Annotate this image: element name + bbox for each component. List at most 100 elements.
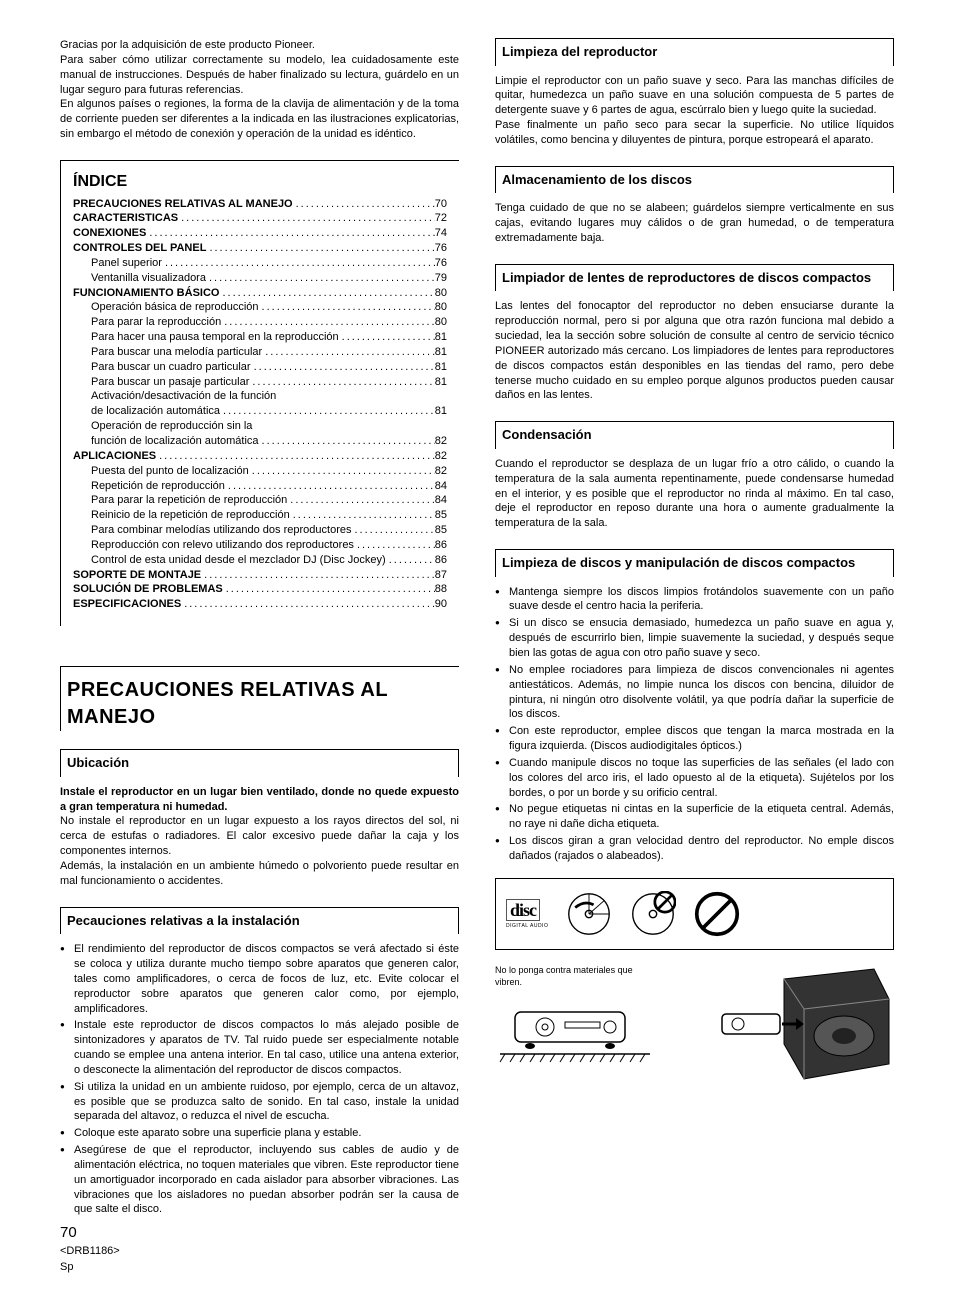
intro-para-2: Para saber cómo utilizar correctamente s… bbox=[60, 53, 459, 98]
toc-label: Para buscar una melodía particular bbox=[91, 345, 262, 360]
toc-row: FUNCIONAMIENTO BÁSICO80 bbox=[73, 286, 447, 301]
toc-row: Reinicio de la repetición de reproducció… bbox=[73, 508, 447, 523]
intro-block: Gracias por la adquisición de este produ… bbox=[60, 38, 459, 142]
toc-page: 74 bbox=[435, 226, 447, 241]
toc-page: 81 bbox=[435, 375, 447, 390]
list-item: Coloque este aparato sobre una superfici… bbox=[60, 1126, 459, 1141]
toc-dots bbox=[249, 464, 435, 479]
ubicacion-body: Instale el reproductor en un lugar bien … bbox=[60, 785, 459, 889]
toc-label: Control de esta unidad desde el mezclado… bbox=[91, 553, 386, 568]
toc-dots bbox=[206, 241, 434, 256]
toc-label: CONEXIONES bbox=[73, 226, 146, 241]
toc-page: 86 bbox=[435, 538, 447, 553]
limpieza-head: Limpieza del reproductor bbox=[495, 38, 894, 66]
lentes-body: Las lentes del fonocaptor del reproducto… bbox=[495, 299, 894, 403]
list-item: No emplee rociadores para limpieza de di… bbox=[495, 663, 894, 722]
disc-illustration-box: disc DIGITAL AUDIO bbox=[495, 878, 894, 950]
toc-label: Operación básica de reproducción bbox=[91, 300, 259, 315]
toc-row: APLICACIONES82 bbox=[73, 449, 447, 464]
toc-row: PRECAUCIONES RELATIVAS AL MANEJO70 bbox=[73, 197, 447, 212]
toc-page: 80 bbox=[435, 300, 447, 315]
player-shelf-icon bbox=[495, 994, 655, 1074]
toc-row: función de localización automática 82 bbox=[73, 434, 447, 449]
speaker-vibration-icon bbox=[714, 964, 894, 1084]
toc-label: función de localización automática bbox=[91, 434, 259, 449]
toc-dots bbox=[219, 286, 434, 301]
right-column: Limpieza del reproductor Limpie el repro… bbox=[495, 38, 894, 1275]
ubicacion-head: Ubicación bbox=[60, 749, 459, 777]
toc-dots bbox=[262, 345, 435, 360]
toc-row: Repetición de reproducción84 bbox=[73, 479, 447, 494]
limpieza-p2: Pase finalmente un paño seco para secar … bbox=[495, 119, 894, 146]
toc-page: 85 bbox=[435, 523, 447, 538]
list-item: El rendimiento del reproductor de discos… bbox=[60, 942, 459, 1016]
list-item: Con este reproductor, emplee discos que … bbox=[495, 724, 894, 754]
ubicacion-p1: No instale el reproductor en un lugar ex… bbox=[60, 815, 459, 857]
intro-para-1: Gracias por la adquisición de este produ… bbox=[60, 38, 459, 53]
toc-row: Operación básica de reproducción 80 bbox=[73, 300, 447, 315]
toc-page: 84 bbox=[435, 493, 447, 508]
toc-row: Para parar la reproducción 80 bbox=[73, 315, 447, 330]
vibration-left: No lo ponga contra materiales que vibren… bbox=[495, 964, 696, 1074]
toc-label: Reproducción con relevo utilizando dos r… bbox=[91, 538, 354, 553]
toc-dots bbox=[146, 226, 434, 241]
toc-row: ESPECIFICACIONES90 bbox=[73, 597, 447, 612]
list-item: Instale este reproductor de discos compa… bbox=[60, 1018, 459, 1077]
toc-label: Para buscar un cuadro particular bbox=[91, 360, 251, 375]
toc-label: Para hacer una pausa temporal en la repr… bbox=[91, 330, 339, 345]
condensacion-head: Condensación bbox=[495, 421, 894, 449]
toc-row: Para buscar un pasaje particular81 bbox=[73, 375, 447, 390]
toc-page: 82 bbox=[435, 434, 447, 449]
toc-dots bbox=[178, 211, 435, 226]
toc-row: Para hacer una pausa temporal en la repr… bbox=[73, 330, 447, 345]
left-column: Gracias por la adquisición de este produ… bbox=[60, 38, 459, 1275]
toc-page: 76 bbox=[435, 256, 447, 271]
doc-ref: <DRB1186> bbox=[60, 1244, 459, 1259]
main-heading: PRECAUCIONES RELATIVAS AL MANEJO bbox=[60, 666, 459, 731]
toc-dots bbox=[225, 479, 435, 494]
toc-dots bbox=[339, 330, 435, 345]
toc-label: Puesta del punto de localización bbox=[91, 464, 249, 479]
toc-dots bbox=[259, 434, 435, 449]
almacen-head: Almacenamiento de los discos bbox=[495, 166, 894, 194]
toc-label: CARACTERISTICAS bbox=[73, 211, 178, 226]
toc-page: 90 bbox=[435, 597, 447, 612]
toc-label: SOLUCIÓN DE PROBLEMAS bbox=[73, 582, 223, 597]
toc-page: 81 bbox=[435, 360, 447, 375]
page: Gracias por la adquisición de este produ… bbox=[60, 38, 894, 1275]
toc-label: Repetición de reproducción bbox=[91, 479, 225, 494]
toc-page: 80 bbox=[435, 286, 447, 301]
manip-head: Limpieza de discos y manipulación de dis… bbox=[495, 549, 894, 577]
toc-page: 72 bbox=[435, 211, 447, 226]
toc-page: 80 bbox=[435, 315, 447, 330]
toc-label: APLICACIONES bbox=[73, 449, 156, 464]
toc-dots bbox=[351, 523, 434, 538]
toc-label: Para parar la repetición de reproducción bbox=[91, 493, 287, 508]
toc-dots bbox=[290, 508, 435, 523]
toc-dots bbox=[249, 375, 434, 390]
toc-row: Reproducción con relevo utilizando dos r… bbox=[73, 538, 447, 553]
ubicacion-p2: Además, la instalación en un ambiente hú… bbox=[60, 860, 459, 887]
toc-label: Reinicio de la repetición de reproducció… bbox=[91, 508, 290, 523]
toc-dots bbox=[220, 404, 435, 419]
instalacion-list: El rendimiento del reproductor de discos… bbox=[60, 942, 459, 1217]
toc-label: Operación de reproducción sin la bbox=[91, 419, 252, 434]
toc-dots bbox=[223, 582, 435, 597]
toc-rows: PRECAUCIONES RELATIVAS AL MANEJO70CARACT… bbox=[73, 197, 447, 613]
vibration-caption: No lo ponga contra materiales que vibren… bbox=[495, 964, 645, 988]
disc-forbid-icon-2 bbox=[694, 891, 740, 937]
toc-page: 81 bbox=[435, 345, 447, 360]
toc-label: de localización automática bbox=[91, 404, 220, 419]
toc-label: Para parar la reproducción bbox=[91, 315, 221, 330]
toc-label: Activación/desactivación de la función bbox=[91, 389, 276, 404]
toc-page: 81 bbox=[435, 330, 447, 345]
toc-dots bbox=[287, 493, 434, 508]
toc-label: CONTROLES DEL PANEL bbox=[73, 241, 206, 256]
limpieza-p1: Limpie el reproductor con un paño suave … bbox=[495, 75, 894, 117]
list-item: Cuando manipule discos no toque las supe… bbox=[495, 756, 894, 801]
vibration-illustration: No lo ponga contra materiales que vibren… bbox=[495, 964, 894, 1084]
lang-code: Sp bbox=[60, 1260, 459, 1275]
ubicacion-lead: Instale el reproductor en un lugar bien … bbox=[60, 786, 459, 813]
toc-page: 81 bbox=[435, 404, 447, 419]
toc-page: 88 bbox=[435, 582, 447, 597]
